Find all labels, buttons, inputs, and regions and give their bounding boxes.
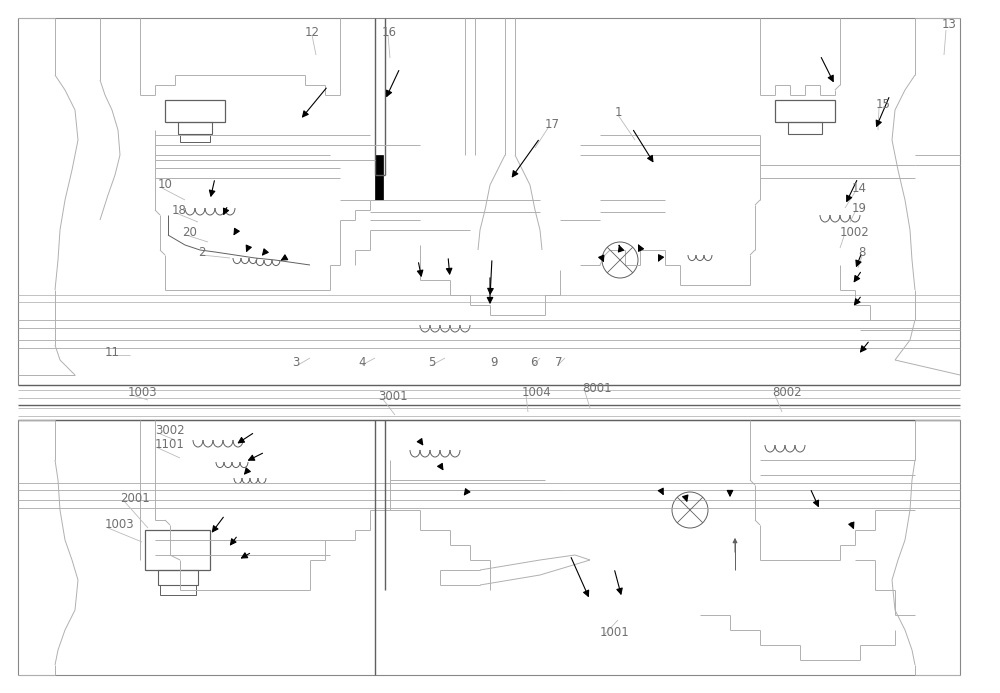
Text: 1004: 1004	[522, 385, 552, 398]
Text: 20: 20	[182, 225, 197, 238]
Text: 18: 18	[172, 204, 187, 216]
Text: 1101: 1101	[155, 439, 185, 452]
Text: 3: 3	[292, 356, 299, 369]
Text: 7: 7	[555, 356, 562, 369]
Text: 1002: 1002	[840, 225, 870, 238]
Text: 8: 8	[858, 245, 865, 258]
Text: 10: 10	[158, 179, 173, 191]
Text: 8002: 8002	[772, 385, 802, 398]
Text: 15: 15	[876, 98, 891, 112]
Text: 2: 2	[198, 245, 206, 258]
Text: 4: 4	[358, 356, 366, 369]
Bar	[788, 122, 822, 134]
Text: 12: 12	[305, 26, 320, 39]
Text: 16: 16	[382, 26, 397, 39]
Text: 8001: 8001	[582, 382, 612, 394]
Bar	[165, 100, 225, 122]
Text: 1003: 1003	[105, 518, 135, 532]
Bar	[145, 530, 210, 570]
Text: 1: 1	[615, 105, 622, 119]
Text: 1001: 1001	[600, 626, 630, 638]
Bar	[375, 155, 383, 200]
Bar	[775, 100, 835, 122]
Bar	[158, 570, 198, 585]
Text: 17: 17	[545, 119, 560, 132]
Text: 19: 19	[852, 202, 867, 215]
Bar	[180, 134, 210, 142]
Text: 3001: 3001	[378, 389, 408, 403]
Text: 1003: 1003	[128, 385, 158, 398]
Text: 13: 13	[942, 19, 957, 31]
Text: 11: 11	[105, 346, 120, 358]
Bar	[160, 585, 196, 595]
Text: 9: 9	[490, 356, 498, 369]
Text: 6: 6	[530, 356, 538, 369]
Text: 5: 5	[428, 356, 435, 369]
Text: 3002: 3002	[155, 423, 185, 437]
Text: 2001: 2001	[120, 491, 150, 505]
Bar	[178, 122, 212, 134]
Text: 14: 14	[852, 182, 867, 195]
